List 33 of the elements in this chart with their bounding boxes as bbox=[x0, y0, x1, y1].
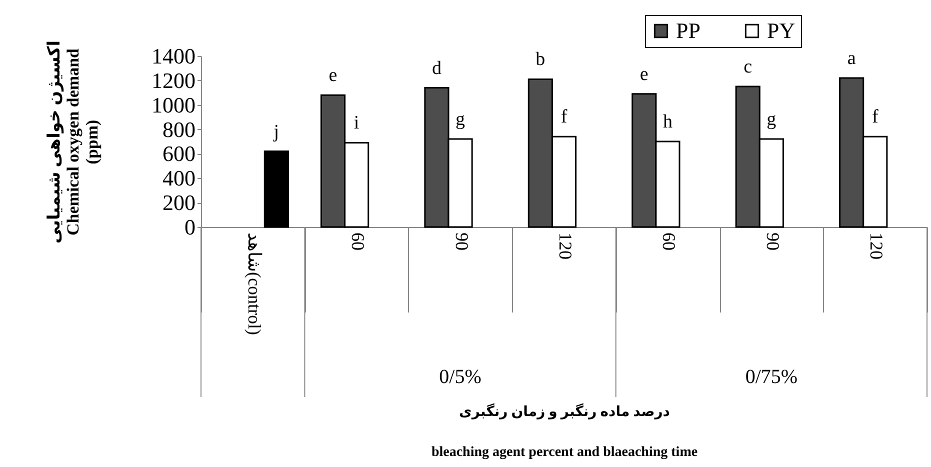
data-label: j bbox=[272, 121, 280, 142]
x-tick-label: 90 bbox=[452, 232, 472, 250]
y-tick-label: 200 bbox=[162, 190, 196, 216]
x-tick-label: 120 bbox=[556, 232, 576, 260]
data-label: f bbox=[560, 106, 568, 128]
y-tick-label: 600 bbox=[162, 141, 196, 166]
x-tick-label: 120 bbox=[866, 232, 887, 260]
data-label: e bbox=[328, 65, 338, 86]
x-tick-label: 60 bbox=[348, 232, 368, 250]
data-label: e bbox=[640, 64, 648, 85]
data-label: h bbox=[662, 112, 673, 132]
data-label: f bbox=[872, 106, 879, 128]
data-label: b bbox=[536, 49, 546, 70]
text: 0/5% bbox=[439, 366, 482, 388]
legend-label: PP bbox=[676, 18, 700, 43]
text: 0/75% bbox=[745, 366, 798, 388]
legend-label: PY bbox=[767, 18, 796, 43]
x-tick-label: شاهد(control) bbox=[244, 232, 264, 335]
data-label: a bbox=[847, 48, 856, 69]
data-label: d bbox=[432, 58, 442, 79]
y-tick-label: 1000 bbox=[152, 92, 196, 118]
data-label: g bbox=[456, 109, 466, 130]
y-tick-label: 0 bbox=[184, 214, 196, 240]
data-label: c bbox=[744, 56, 752, 78]
data-label: i bbox=[354, 112, 360, 134]
y-tick-label: 400 bbox=[162, 166, 196, 191]
y-tick-label: 800 bbox=[162, 116, 196, 142]
y-tick-label: 1400 bbox=[152, 44, 196, 68]
data-label: g bbox=[766, 109, 777, 130]
bar bbox=[264, 150, 289, 228]
y-tick-label: 1200 bbox=[152, 68, 196, 93]
x-tick-label: 60 bbox=[659, 232, 680, 250]
x-tick-label: 90 bbox=[762, 232, 783, 250]
